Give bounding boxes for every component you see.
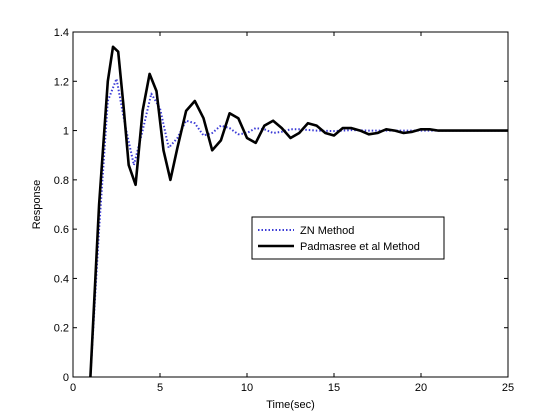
y-tick-label: 0.6 [54, 224, 69, 236]
series-line-padmasree-method [89, 45, 508, 378]
y-tick-label: 1 [63, 126, 69, 138]
plot-frame [72, 31, 509, 378]
x-tick-label: 20 [415, 382, 427, 394]
y-axis-title: Response [31, 180, 43, 230]
x-tick-label: 10 [241, 382, 253, 394]
legend: ZN Method Padmasree et al Method [251, 216, 445, 260]
y-tick-label: 1.4 [54, 27, 69, 39]
y-tick-label: 0 [63, 372, 69, 384]
x-tick-label: 15 [328, 382, 340, 394]
y-tick-label: 1.2 [54, 76, 69, 88]
series-line-zn-method [89, 77, 508, 378]
y-tick-label: 0.4 [54, 273, 69, 285]
ticks-layer: 0 5 10 15 20 25 0 0.2 0.4 0.6 0.8 1 1.2 1.4 [54, 27, 514, 394]
legend-label-padmasree-method: Padmasree et al Method [300, 241, 420, 253]
x-tick-label: 0 [70, 382, 76, 394]
y-tick-label: 0.2 [54, 323, 69, 335]
plot-area [73, 32, 508, 377]
y-tick-label: 0.8 [54, 175, 69, 187]
legend-box [251, 216, 445, 260]
x-tick-label: 5 [157, 382, 163, 394]
x-axis-title: Time(sec) [266, 399, 314, 411]
x-tick-label: 25 [502, 382, 514, 394]
series-layer [89, 45, 508, 378]
legend-label-zn-method: ZN Method [300, 225, 354, 237]
